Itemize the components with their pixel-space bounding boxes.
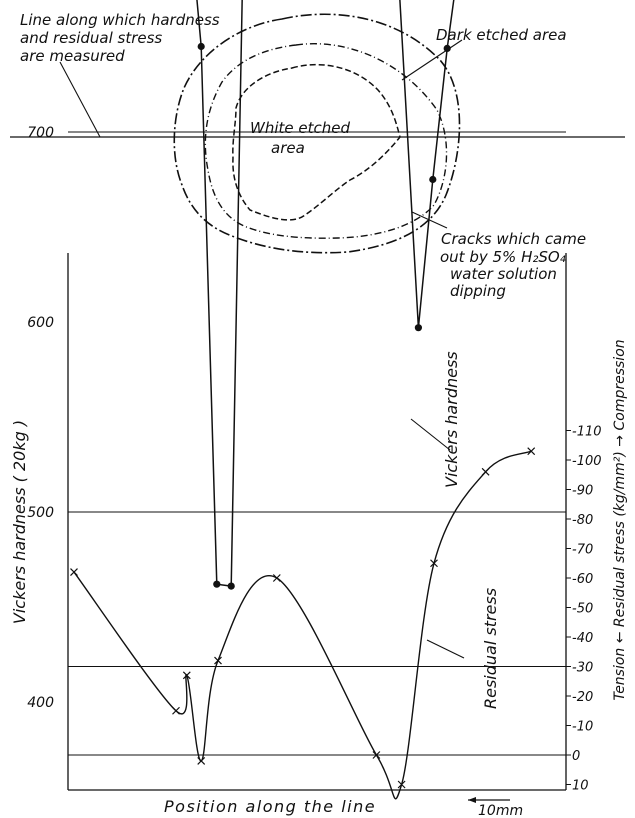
right-tick-label: 0 bbox=[572, 749, 580, 764]
left-axis-title: Vickers hardness ( 20kg ) bbox=[10, 420, 29, 624]
outer-boundary bbox=[173, 13, 461, 254]
right-tick-label: -80 bbox=[572, 513, 593, 528]
schematic: Line along which hardness and residual s… bbox=[10, 11, 625, 300]
stress-point bbox=[372, 751, 381, 759]
hardness-point bbox=[443, 44, 451, 53]
hardness-point bbox=[213, 580, 221, 588]
stress-markers bbox=[70, 447, 536, 789]
stress-point bbox=[182, 671, 191, 680]
stress-point bbox=[70, 568, 78, 577]
hardness-annotation: Vickers hardness bbox=[442, 351, 461, 488]
left-tick-400: 400 bbox=[27, 695, 54, 711]
stress-point bbox=[272, 574, 281, 582]
stress-annotation-leader bbox=[426, 639, 465, 659]
hardness-point bbox=[414, 324, 422, 332]
hardness-point bbox=[429, 175, 437, 184]
left-tick-700: 700 bbox=[27, 125, 54, 141]
middle-boundary bbox=[204, 43, 448, 239]
left-tick-500: 500 bbox=[27, 505, 54, 521]
right-tick-label: -30 bbox=[572, 661, 593, 676]
dark-area-leader bbox=[401, 39, 463, 81]
right-tick-label: -50 bbox=[572, 602, 593, 617]
right-tick-label: -110 bbox=[572, 425, 602, 440]
measure-line-leader bbox=[59, 61, 101, 138]
cracks-label-4: dipping bbox=[450, 282, 506, 300]
scale-bar-label: 10mm bbox=[478, 803, 523, 818]
right-tick-labels: 10 0 -10 -20 -30 -40 -50 -60 -70 -80 -90 -100 -110 bbox=[566, 425, 602, 794]
right-tick-label: -10 bbox=[572, 720, 593, 735]
stress-point bbox=[397, 780, 406, 789]
stress-point bbox=[214, 656, 222, 665]
right-axis-title: Tension ← Residual stress (kg/mm²) → Com… bbox=[612, 339, 628, 700]
dark-area-label: Dark etched area bbox=[436, 26, 567, 44]
stress-point bbox=[481, 467, 490, 476]
measure-line-label-2: and residual stress bbox=[20, 29, 162, 47]
gridlines bbox=[68, 131, 566, 756]
stress-series-line bbox=[73, 450, 532, 800]
hardness-annotation-leader bbox=[410, 418, 451, 451]
measure-line-label-1: Line along which hardness bbox=[20, 11, 220, 29]
cracks-label-2: out by 5% H₂SO₄ bbox=[440, 248, 566, 266]
right-tick-label: -70 bbox=[572, 543, 593, 558]
hardness-point bbox=[227, 582, 235, 590]
left-tick-labels: 400500600700800900 bbox=[27, 125, 54, 711]
cracks-label-1: Cracks which came bbox=[441, 230, 586, 248]
chart: 400500600700800900 100-10-20-30-40-50-60… bbox=[10, 0, 628, 818]
stress-point bbox=[172, 706, 180, 715]
right-tick-label: 10 bbox=[572, 779, 589, 794]
white-area-label-2: area bbox=[271, 139, 305, 157]
scale-bar: 10mm bbox=[468, 797, 523, 818]
left-tick-600: 600 bbox=[27, 315, 54, 331]
inner-boundary bbox=[232, 63, 401, 221]
stress-point bbox=[197, 756, 206, 765]
stress-point bbox=[527, 447, 536, 456]
x-axis-title: Position along the line bbox=[164, 797, 376, 816]
hardness-point bbox=[197, 42, 205, 51]
measure-line-label-3: are measured bbox=[20, 47, 125, 65]
right-tick-label: -90 bbox=[572, 484, 593, 499]
stress-annotation: Residual stress bbox=[481, 588, 500, 709]
cracks-label-3: water solution bbox=[450, 265, 557, 283]
stress-point bbox=[430, 559, 438, 568]
right-tick-label: -40 bbox=[572, 631, 593, 646]
hardness-markers bbox=[197, 42, 451, 590]
right-tick-label: -100 bbox=[572, 454, 602, 469]
right-tick-label: -20 bbox=[572, 690, 593, 705]
white-area-label-1: White etched bbox=[250, 119, 350, 137]
right-tick-label: -60 bbox=[572, 572, 593, 587]
